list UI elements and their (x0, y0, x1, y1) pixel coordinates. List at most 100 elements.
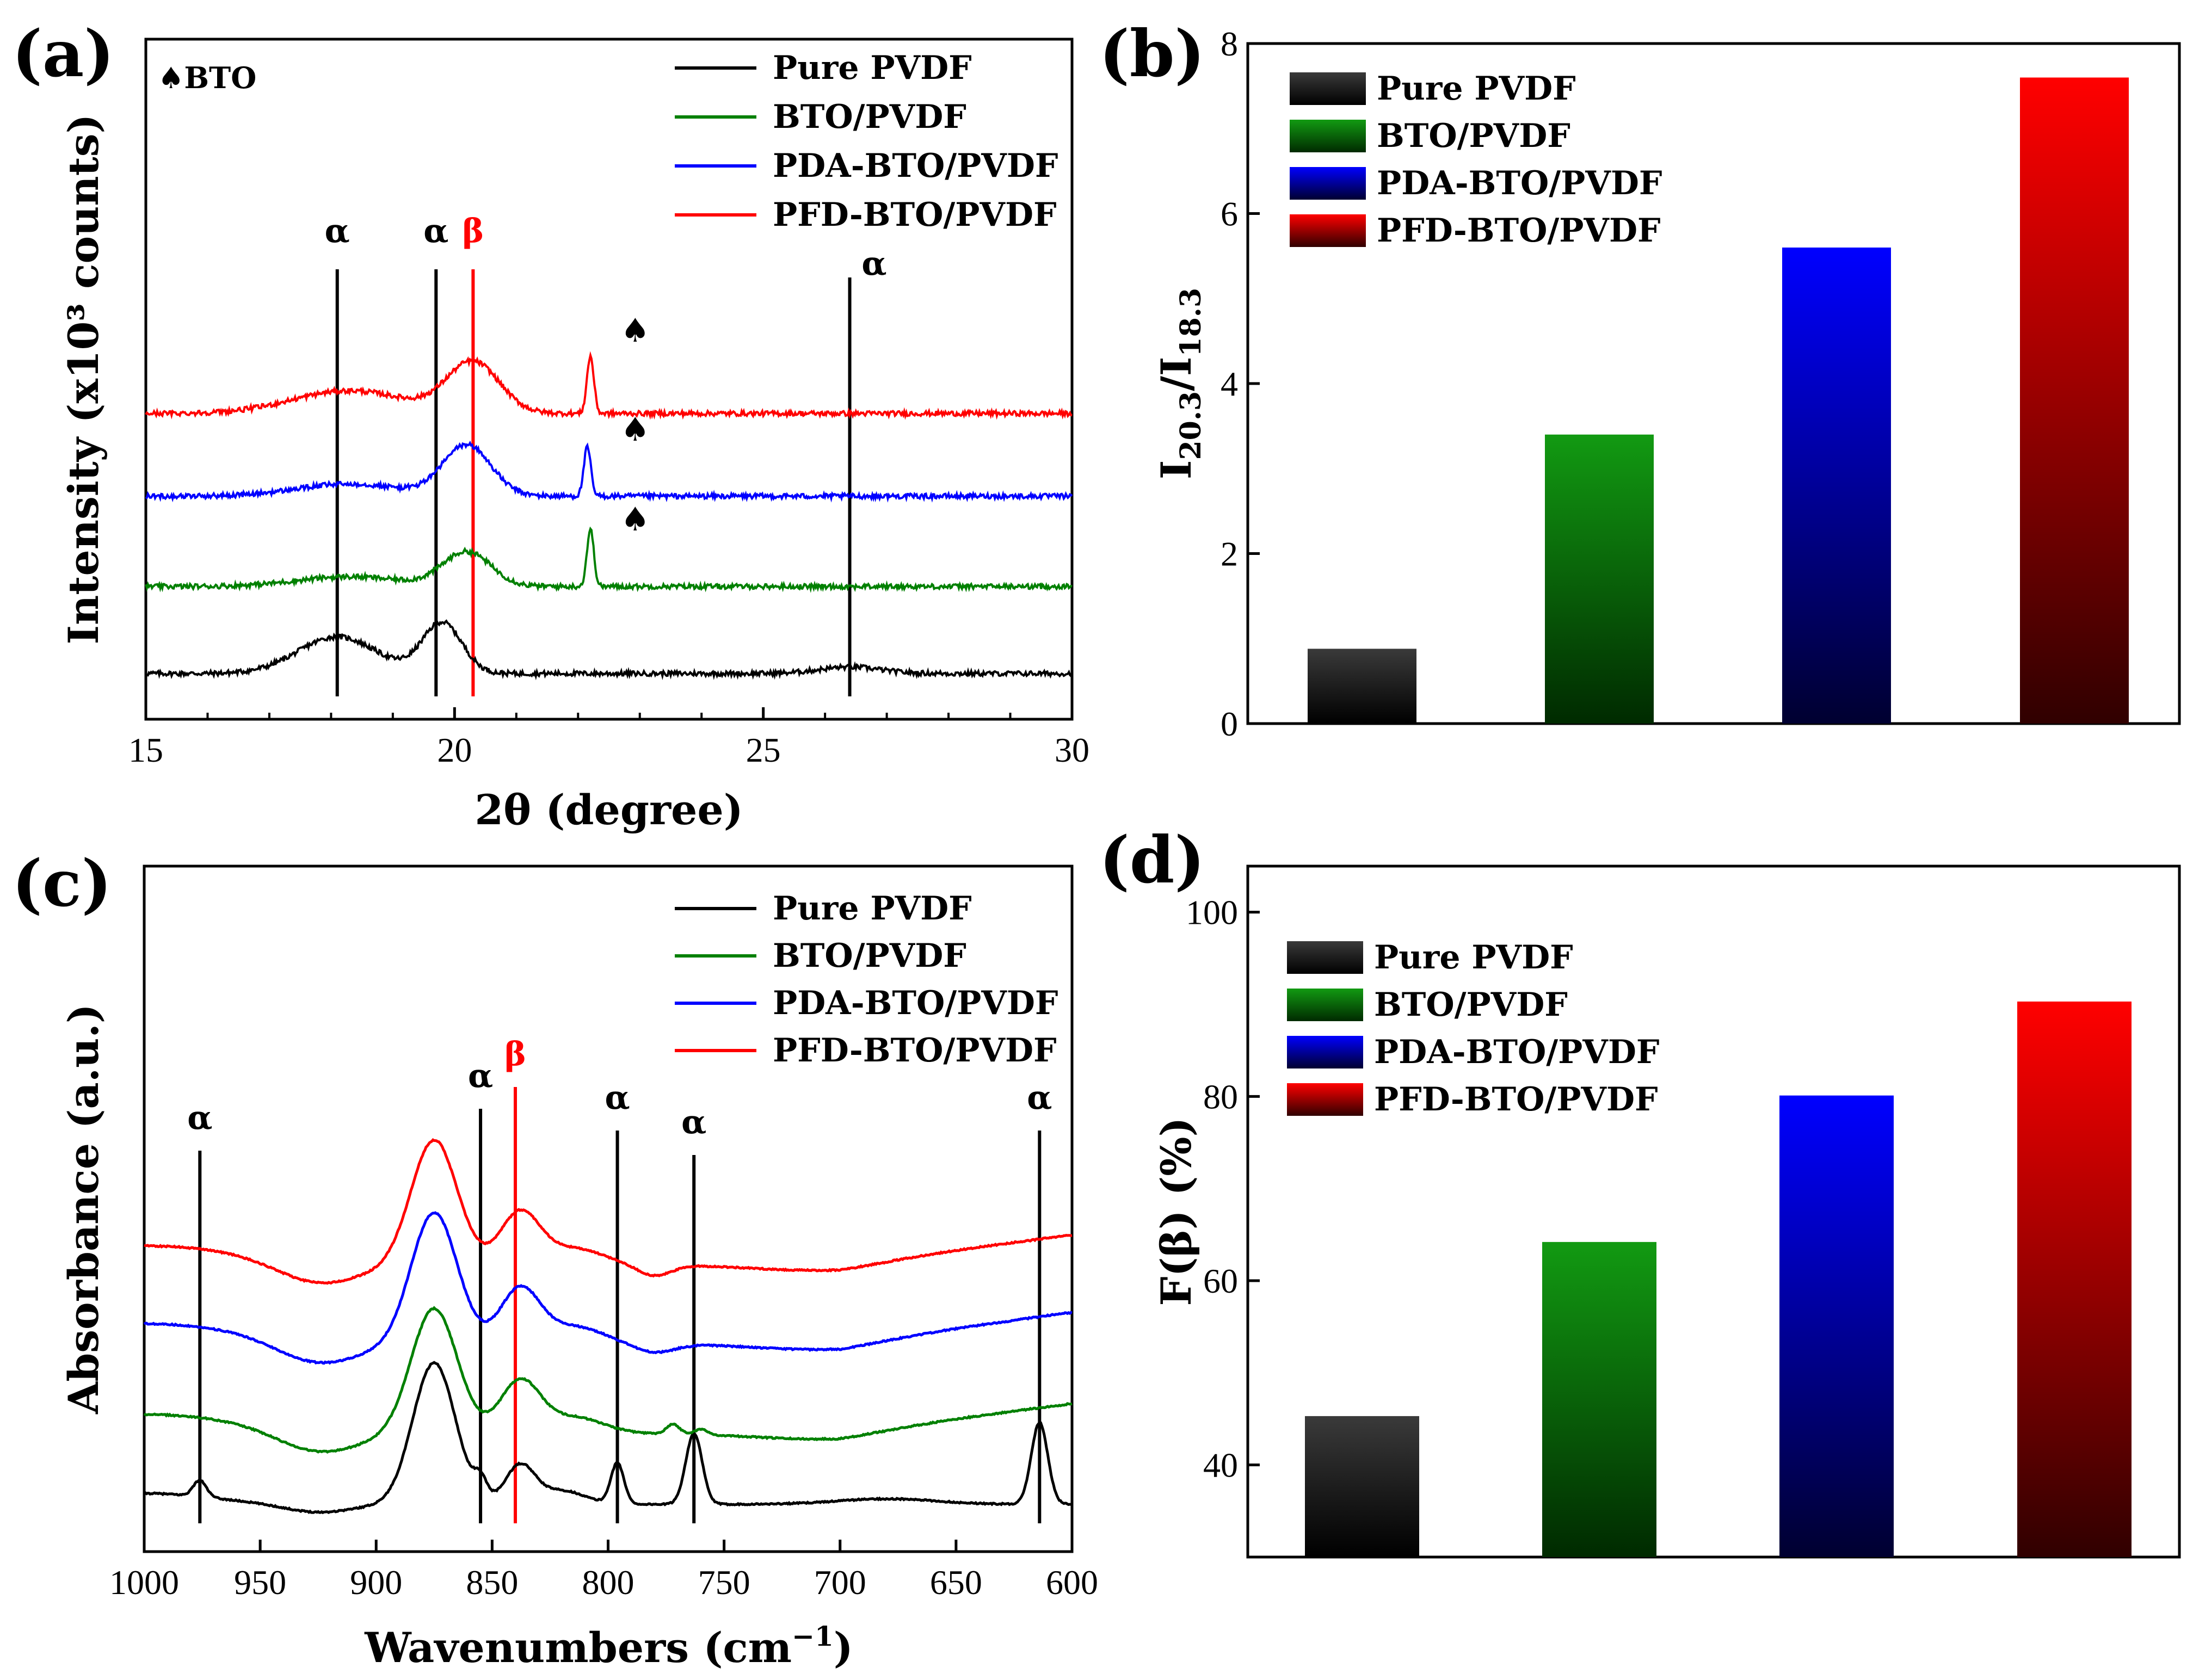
a-series-bto-pvdf (145, 526, 1073, 593)
panel-c-x-axis: 1000 950 900 850 800 750 700 650 600 (109, 1540, 1098, 1602)
panel-b-legend: Pure PVDF BTO/PVDF PDA-BTO/PVDF PFD-BTO/PVD… (1290, 70, 1662, 250)
c-marker-label-alpha: α (468, 1057, 493, 1095)
legend-label-bto-pvdf: BTO/PVDF (1374, 986, 1568, 1024)
panel-a-frame (144, 38, 1074, 721)
a-series-pfd-bto-pvdf (145, 351, 1073, 420)
legend-label-pfd-bto-pvdf: PFD-BTO/PVDF (773, 196, 1057, 234)
panel-d-bars (1305, 1001, 2132, 1557)
c-x-tick-label: 800 (582, 1563, 635, 1602)
c-series-pfd-bto-pvdf (144, 1138, 1073, 1285)
panel-a-series (145, 351, 1073, 681)
a-marker-label-alpha: α (325, 212, 350, 250)
c-x-tick-label: 950 (234, 1563, 286, 1602)
panel-d-label: (d) (1099, 822, 1205, 898)
b-bar-pfd-bto-pvdf (2020, 77, 2129, 724)
legend-swatch-bto-pvdf (1290, 120, 1366, 152)
panel-c-x-title-sup: −1 (792, 1620, 834, 1652)
c-x-tick-label: 750 (698, 1563, 750, 1602)
panel-c-y-title: Absorbance (a.u.) (59, 1004, 108, 1415)
a-series-pure-pvdf (145, 619, 1073, 681)
legend-swatch-bto-pvdf (1287, 989, 1363, 1021)
legend-swatch-pure-pvdf (1287, 941, 1363, 974)
a-marker-label-beta: β (462, 212, 484, 250)
b-y-tick-label: 4 (1221, 365, 1238, 403)
c-x-tick-label: 1000 (109, 1563, 179, 1602)
c-x-tick-label: 600 (1046, 1563, 1098, 1602)
legend-label-pure-pvdf: Pure PVDF (1377, 70, 1576, 108)
a-x-tick-label: 25 (746, 731, 781, 769)
b-y-tick-label: 8 (1221, 24, 1238, 63)
panel-b-y-title-slash: /I (1152, 357, 1200, 391)
legend-swatch-pure-pvdf (1290, 72, 1366, 105)
panel-c-ftir: (c) 1000 950 900 850 800 750 700 650 600 ααβααα … (12, 845, 1098, 1672)
b-y-tick-label: 2 (1221, 535, 1238, 573)
panel-c-series (143, 1138, 1073, 1515)
panel-b-y-title-main: I (1152, 460, 1200, 480)
c-series-pure-pvdf (144, 1361, 1073, 1515)
legend-label-pfd-bto-pvdf: PFD-BTO/PVDF (1377, 212, 1661, 250)
a-bto-spade-mark: ♠ (620, 501, 650, 539)
c-series-pda-bto-pvdf (143, 1211, 1073, 1365)
legend-label-pure-pvdf: Pure PVDF (1374, 938, 1573, 977)
c-x-tick-label: 900 (350, 1563, 402, 1602)
c-x-tick-label: 850 (466, 1563, 518, 1602)
legend-label-bto-pvdf: BTO/PVDF (773, 937, 966, 975)
c-marker-label-alpha: α (605, 1079, 630, 1117)
d-bar-pure-pvdf (1305, 1416, 1419, 1557)
panel-a-bto-marks: ♠ ♠ ♠ (620, 312, 650, 539)
d-y-tick-label: 80 (1203, 1077, 1238, 1116)
panel-c-label: (c) (12, 845, 112, 921)
panel-b-label: (b) (1099, 16, 1205, 91)
b-y-tick-label: 0 (1221, 705, 1238, 743)
panel-c-x-title-main: Wavenumbers (cm (364, 1623, 792, 1672)
panel-c-x-title: Wavenumbers (cm−1) (364, 1620, 853, 1672)
legend-label-pfd-bto-pvdf: PFD-BTO/PVDF (1374, 1080, 1658, 1119)
a-bto-spade-mark: ♠ (620, 411, 650, 449)
panel-c-x-title-end: ) (834, 1623, 853, 1672)
panel-b-bars (1308, 77, 2129, 724)
c-x-tick-label: 650 (930, 1563, 982, 1602)
c-marker-label-alpha: α (1027, 1079, 1052, 1117)
d-bar-pda-bto-pvdf (1779, 1095, 1894, 1557)
panel-d-y-title: F(β) (%) (1152, 1117, 1200, 1306)
a-x-tick-label: 15 (128, 731, 163, 769)
panel-b-y-title-sub1: 20.3 (1174, 391, 1208, 460)
legend-label-bto-pvdf: BTO/PVDF (773, 98, 966, 136)
a-series-pda-bto-pvdf (145, 440, 1073, 503)
c-marker-label-alpha: α (187, 1099, 212, 1137)
panel-a-legend: Pure PVDF BTO/PVDF PDA-BTO/PVDF PFD-BTO/PVD… (675, 49, 1058, 234)
panel-d-frame (1246, 864, 2181, 1559)
d-y-tick-label: 40 (1203, 1446, 1238, 1485)
panel-d-y-axis: 40 60 80 100 (1186, 893, 1260, 1485)
panel-a-x-title: 2θ (degree) (475, 786, 743, 834)
legend-label-bto-pvdf: BTO/PVDF (1377, 117, 1570, 155)
legend-label-pda-bto-pvdf: PDA-BTO/PVDF (773, 984, 1058, 1022)
b-bar-pda-bto-pvdf (1782, 248, 1891, 724)
panel-b-y-title: I20.3/I18.3 (1152, 288, 1208, 479)
d-y-tick-label: 60 (1203, 1262, 1238, 1300)
panel-b-y-axis: 0 2 4 6 8 (1221, 24, 1260, 743)
d-bar-pfd-bto-pvdf (2017, 1001, 2132, 1557)
legend-swatch-pfd-bto-pvdf (1287, 1083, 1363, 1116)
a-x-tick-label: 30 (1055, 731, 1089, 769)
panel-d-beta-fraction: (d) 40 60 80 100 Pure PVDF BTO/PVDF PDA-BTO/P… (1099, 822, 2181, 1559)
b-bar-pure-pvdf (1308, 648, 1416, 724)
a-marker-label-alpha: α (423, 212, 448, 250)
legend-label-pure-pvdf: Pure PVDF (773, 890, 972, 928)
legend-label-pfd-bto-pvdf: PFD-BTO/PVDF (773, 1032, 1057, 1070)
legend-swatch-pfd-bto-pvdf (1290, 214, 1366, 247)
legend-swatch-pda-bto-pvdf (1287, 1036, 1363, 1068)
legend-label-pda-bto-pvdf: PDA-BTO/PVDF (1374, 1033, 1659, 1071)
legend-label-pda-bto-pvdf: PDA-BTO/PVDF (773, 147, 1058, 185)
panel-d-legend: Pure PVDF BTO/PVDF PDA-BTO/PVDF PFD-BTO/PVD… (1287, 938, 1659, 1119)
a-bto-spade-mark: ♠ (620, 312, 650, 350)
d-bar-bto-pvdf (1542, 1242, 1656, 1557)
panel-a-x-axis: 15 20 25 30 (128, 707, 1089, 769)
d-y-tick-label: 100 (1186, 893, 1238, 932)
panel-c-legend: Pure PVDF BTO/PVDF PDA-BTO/PVDF PFD-BTO/PVD… (675, 890, 1058, 1070)
b-y-tick-label: 6 (1221, 195, 1238, 233)
a-marker-label-alpha: α (861, 245, 886, 283)
